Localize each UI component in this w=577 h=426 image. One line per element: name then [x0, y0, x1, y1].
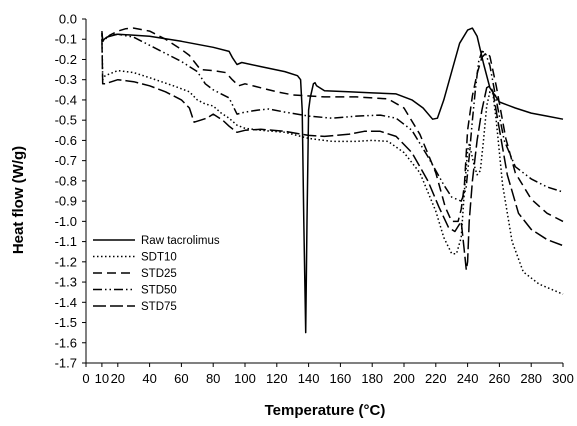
y-tick-label: 0.0: [59, 12, 77, 27]
y-tick-label: -0.6: [55, 133, 77, 148]
x-axis-ticks: 0 10 20 40 60 80 100 120 140 160 180 200 220 240 260 28…: [82, 363, 574, 386]
legend-label: STD50: [141, 285, 177, 297]
y-tick-label: -0.1: [55, 32, 77, 47]
x-tick-label: 120: [266, 371, 288, 386]
x-tick-label: 10: [95, 371, 109, 386]
x-tick-label: 180: [361, 371, 383, 386]
x-tick-label: 240: [457, 371, 479, 386]
y-tick-label: -0.8: [55, 173, 77, 188]
series-line-std25: [101, 27, 564, 223]
x-tick-label: 100: [234, 371, 256, 386]
x-tick-label: 80: [206, 371, 220, 386]
x-tick-label: 40: [142, 371, 156, 386]
x-tick-label: 260: [489, 371, 511, 386]
y-tick-label: -1.1: [55, 234, 77, 249]
y-tick-label: -1.4: [55, 295, 77, 310]
x-tick-label: 280: [520, 371, 542, 386]
legend-label: Raw tacrolimus: [141, 235, 220, 247]
y-tick-label: -0.2: [55, 52, 77, 67]
x-tick-label: 60: [174, 371, 188, 386]
y-tick-label: -1.6: [55, 335, 77, 350]
legend: Raw tacrolimus SDT10 STD25 STD50 STD75: [93, 235, 220, 313]
y-tick-label: -1.7: [55, 356, 77, 371]
x-tick-label: 220: [425, 371, 447, 386]
legend-label: SDT10: [141, 252, 177, 264]
x-tick-label: 160: [330, 371, 352, 386]
x-tick-label: 140: [298, 371, 320, 386]
y-tick-label: -0.5: [55, 113, 77, 128]
x-tick-label: 300: [552, 371, 574, 386]
y-tick-label: -0.9: [55, 194, 77, 209]
series-line-std75: [101, 39, 564, 271]
y-axis-ticks: 0.0 -0.1 -0.2 -0.3 -0.4 -0.5 -0.6 -0.7 -0.8 -0.9 -…: [55, 12, 86, 371]
x-tick-label: 20: [111, 371, 125, 386]
series-line-raw-tacrolimus: [101, 27, 564, 334]
plot-area: [85, 19, 563, 364]
y-tick-label: -1.0: [55, 214, 77, 229]
y-tick-label: -1.3: [55, 275, 77, 290]
y-tick-label: -1.2: [55, 254, 77, 269]
y-tick-label: -0.4: [55, 92, 77, 107]
legend-label: STD25: [141, 268, 177, 280]
x-axis-title: Temperature (°C): [265, 402, 386, 419]
y-tick-label: -0.3: [55, 72, 77, 87]
legend-label: STD75: [141, 301, 177, 313]
x-tick-label: 200: [393, 371, 415, 386]
y-axis-title: Heat flow (W/g): [10, 146, 27, 254]
series-lines: [101, 27, 564, 334]
x-tick-label: 0: [82, 371, 89, 386]
series-line-std50: [101, 33, 564, 202]
y-tick-label: -1.5: [55, 315, 77, 330]
y-tick-label: -0.7: [55, 153, 77, 168]
